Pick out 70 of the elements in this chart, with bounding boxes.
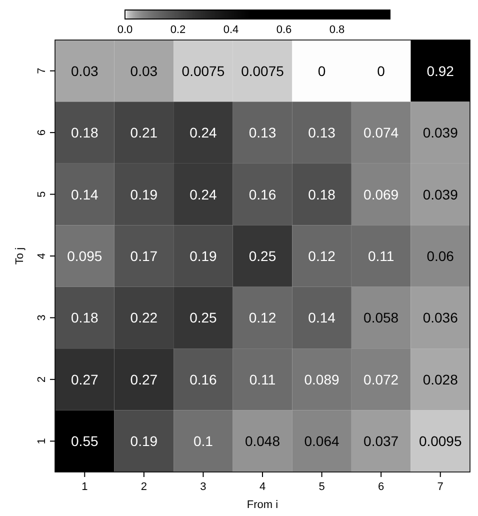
y-tick-label: 2 xyxy=(36,376,48,382)
data-label: 0.048 xyxy=(244,433,280,450)
data-label: 0.24 xyxy=(190,186,218,202)
data-label: 0.12 xyxy=(308,248,336,264)
data-label: 0.13 xyxy=(248,124,276,141)
x-tick-label: 1 xyxy=(82,481,88,493)
data-label: 0.06 xyxy=(426,248,454,264)
y-tick-label: 6 xyxy=(36,130,48,136)
y-axis-title: To j xyxy=(14,247,26,265)
x-tick-label: 5 xyxy=(318,481,325,493)
data-label: 0.92 xyxy=(426,62,454,79)
data-label: 0.095 xyxy=(67,248,102,264)
y-tick-label: 5 xyxy=(36,191,48,198)
color-bar-label: 0.4 xyxy=(223,24,239,36)
data-label: 0.18 xyxy=(308,186,336,202)
x-tick-label: 3 xyxy=(200,481,206,493)
data-label: 0.028 xyxy=(422,371,458,388)
x-tick-label: 7 xyxy=(437,481,444,493)
data-label: 0.16 xyxy=(190,371,218,388)
y-tick-label: 4 xyxy=(36,252,48,260)
color-bar-label: 0.2 xyxy=(170,24,186,36)
x-tick-label: 2 xyxy=(140,481,147,493)
y-tick-label: 7 xyxy=(36,68,48,74)
data-label: 0.03 xyxy=(71,62,98,79)
x-axis-title: From i xyxy=(246,499,278,511)
data-label: 0.089 xyxy=(304,371,340,388)
x-tick-label: 4 xyxy=(259,481,266,493)
data-label: 0.19 xyxy=(130,186,158,202)
data-label: 0.11 xyxy=(249,371,276,388)
y-tick-label: 1 xyxy=(36,438,48,444)
data-label: 0.0095 xyxy=(418,433,462,450)
data-label: 0.037 xyxy=(364,433,399,450)
data-label: 0.1 xyxy=(193,433,214,450)
data-label: 0 xyxy=(377,62,386,79)
data-label: 0.12 xyxy=(248,310,276,326)
data-label: 0.0075 xyxy=(182,62,225,79)
data-label: 0.13 xyxy=(308,124,336,141)
data-label: 0.22 xyxy=(130,310,158,326)
data-label: 0 xyxy=(318,62,326,79)
data-label: 0.039 xyxy=(422,124,458,141)
data-label: 0.21 xyxy=(130,124,158,141)
data-label: 0.11 xyxy=(368,248,394,264)
data-label: 0.03 xyxy=(130,62,158,79)
color-bar-label: 0.6 xyxy=(276,24,292,36)
data-label: 0.16 xyxy=(248,186,276,202)
data-label: 0.039 xyxy=(422,186,458,202)
data-label: 0.064 xyxy=(304,433,340,450)
color-bar-label: 0.8 xyxy=(329,24,345,36)
data-label: 0.25 xyxy=(248,248,276,264)
x-tick-label: 6 xyxy=(378,481,384,493)
data-label: 0.14 xyxy=(71,186,98,202)
data-label: 0.0075 xyxy=(241,62,284,79)
data-label: 0.18 xyxy=(71,310,98,326)
data-label: 0.19 xyxy=(130,433,158,450)
color-bar-label: 0.0 xyxy=(117,24,133,36)
data-label: 0.058 xyxy=(364,310,399,326)
data-label: 0.19 xyxy=(190,248,218,264)
data-label: 0.27 xyxy=(130,371,158,388)
data-label: 0.55 xyxy=(71,433,98,450)
data-label: 0.18 xyxy=(71,124,98,141)
data-label: 0.27 xyxy=(71,371,98,388)
data-label: 0.14 xyxy=(308,310,336,326)
data-label: 0.036 xyxy=(422,310,458,326)
data-label: 0.074 xyxy=(364,124,399,141)
data-label: 0.24 xyxy=(190,124,218,141)
data-label: 0.069 xyxy=(364,186,399,202)
data-label: 0.25 xyxy=(190,310,218,326)
data-label: 0.17 xyxy=(130,248,158,264)
data-label: 0.072 xyxy=(364,371,399,388)
y-tick-label: 3 xyxy=(36,314,48,321)
